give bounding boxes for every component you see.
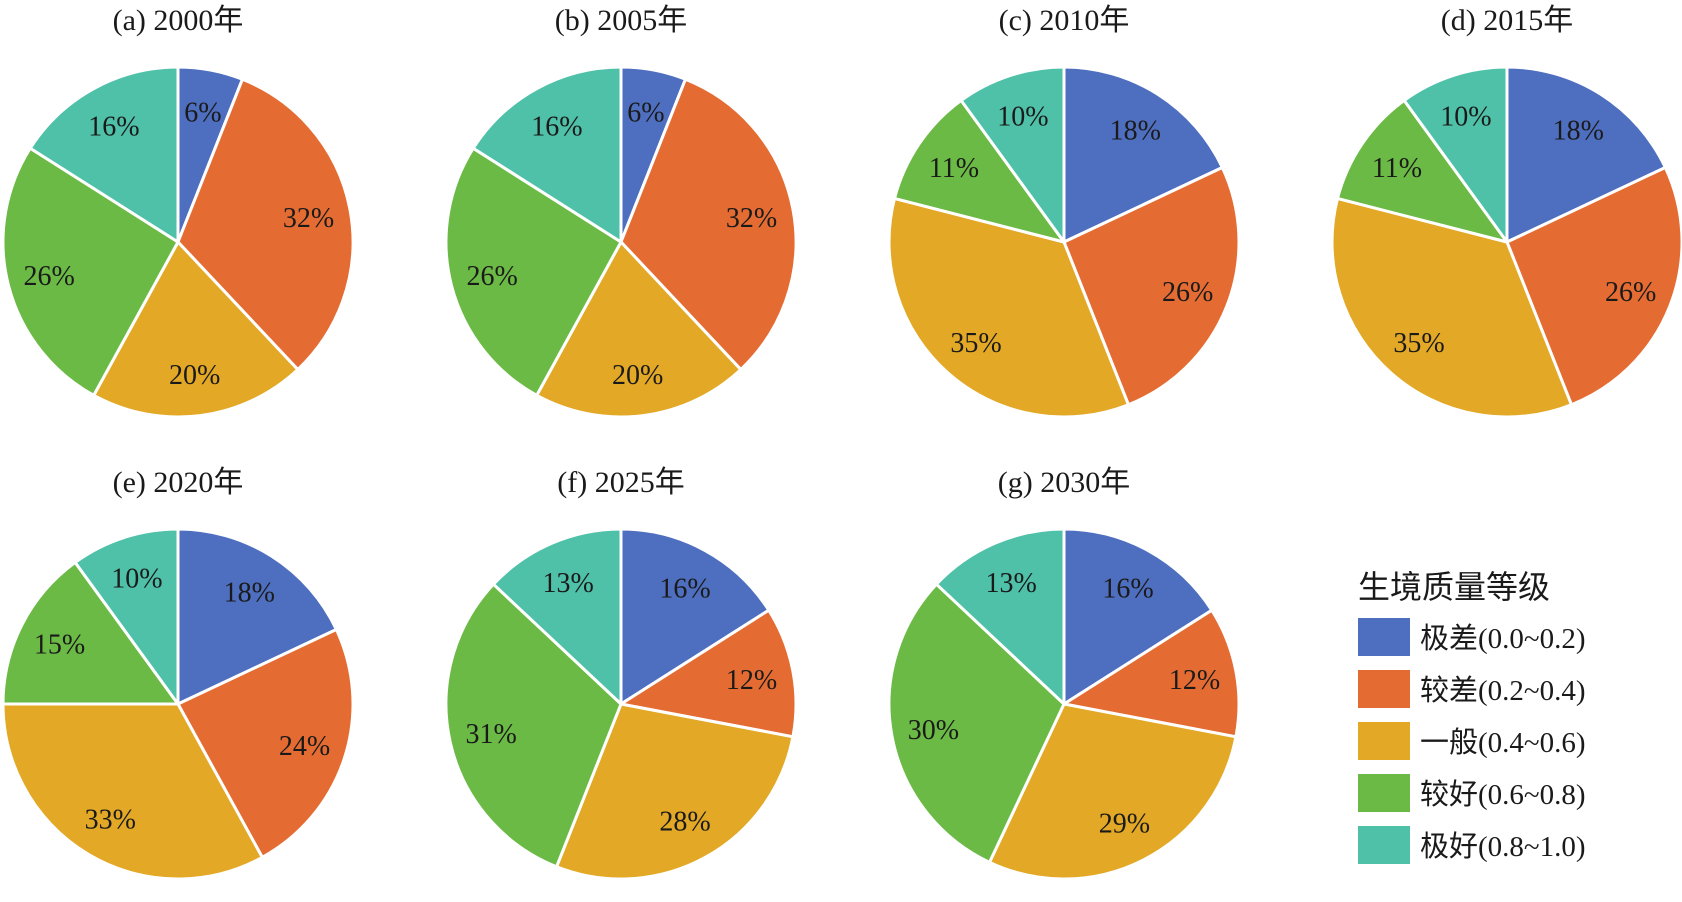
legend-item-label: 极差(0.0~0.2) (1420, 622, 1586, 655)
pie-slice (1062, 165, 1241, 407)
pie-slice (1505, 65, 1667, 244)
slice-percent-label: 31% (466, 719, 517, 750)
pie-slice (887, 582, 1066, 864)
pie-title: (a) 2000年 (113, 4, 244, 37)
pie-chart-7: (g) 2030年 16% 12% 29% 30% 13% (887, 466, 1241, 881)
slice-percent-label: 18% (1553, 116, 1604, 147)
pie-chart-2: (b) 2005年 6% 32% 20% 26% 16% (444, 4, 798, 419)
legend-item-label: 较好(0.6~0.8) (1420, 778, 1586, 811)
pie-chart-1: (a) 2000年 6% 32% 20% 26% 16% (1, 4, 355, 419)
slice-percent-label: 35% (1393, 328, 1444, 359)
slice-percent-label: 18% (1110, 116, 1161, 147)
slice-percent-label: 10% (111, 564, 162, 595)
slice-percent-label: 33% (85, 805, 136, 836)
pie-title: (d) 2015年 (1441, 4, 1573, 37)
pie-slice (1062, 608, 1241, 739)
slice-percent-label: 32% (283, 203, 334, 234)
pie-slice (1330, 196, 1573, 419)
pie-slice (555, 702, 795, 881)
legend-item-label: 一般(0.4~0.6) (1420, 726, 1586, 759)
pie-chart-3: (c) 2010年 18% 26% 35% 11% 10% (887, 4, 1241, 419)
pie-slice (535, 240, 743, 419)
pie-slice (619, 608, 798, 739)
pie-slice (1336, 98, 1509, 244)
pie-slice (92, 240, 300, 419)
pie-slice (444, 582, 623, 869)
pie-slice (1505, 165, 1682, 407)
legend-swatch (1358, 826, 1410, 864)
pie-slice (619, 527, 771, 706)
legend-swatch (1358, 774, 1410, 812)
slice-percent-label: 30% (908, 715, 959, 746)
slice-percent-label: 13% (543, 568, 594, 599)
slice-percent-label: 35% (950, 328, 1001, 359)
slice-percent-label: 10% (1440, 102, 1491, 133)
pie-slice (893, 98, 1066, 244)
pie-slice (1, 146, 180, 397)
pie-slice (987, 702, 1238, 881)
pie-slice (619, 77, 798, 372)
legend-swatch (1358, 722, 1410, 760)
legend-swatch (1358, 670, 1410, 708)
pie-slice (471, 65, 623, 244)
pie-slice (1, 560, 180, 706)
legend-item-label: 极好(0.8~1.0) (1420, 830, 1586, 863)
pie-slice (1402, 65, 1509, 244)
slice-percent-label: 16% (531, 112, 582, 143)
pie-title: (g) 2030年 (998, 466, 1130, 499)
slice-percent-label: 26% (1162, 277, 1213, 308)
pie-chart-4: (d) 2015年 18% 26% 35% 11% 10% (1330, 4, 1682, 419)
pie-slice (959, 65, 1066, 244)
pie-slice (176, 527, 338, 706)
pie-slice (444, 146, 623, 397)
slice-percent-label: 26% (467, 261, 518, 292)
pie-slice (1062, 527, 1214, 706)
slice-percent-label: 18% (224, 578, 275, 609)
slice-percent-label: 20% (612, 360, 663, 391)
pie-chart-5: (e) 2020年 18% 24% 33% 15% 10% (1, 466, 355, 881)
pie-slice (887, 196, 1130, 419)
pie-title: (f) 2025年 (557, 466, 684, 499)
slice-percent-label: 16% (1102, 574, 1153, 605)
slice-percent-label: 13% (986, 568, 1037, 599)
slice-percent-label: 24% (279, 731, 330, 762)
legend-item-label: 较差(0.2~0.4) (1420, 674, 1586, 707)
pie-chart-6: (f) 2025年 16% 12% 28% 31% 13% (444, 466, 798, 881)
legend-swatch (1358, 618, 1410, 656)
pie-slice (176, 77, 355, 372)
slice-percent-label: 6% (184, 97, 221, 128)
pie-title: (b) 2005年 (555, 4, 687, 37)
slice-percent-label: 10% (997, 102, 1048, 133)
pie-slice (28, 65, 180, 244)
pie-slice (176, 627, 355, 859)
slice-percent-label: 29% (1099, 809, 1150, 840)
slice-percent-label: 32% (726, 203, 777, 234)
slice-percent-label: 26% (24, 261, 75, 292)
slice-percent-label: 15% (34, 630, 85, 661)
slice-percent-label: 20% (169, 360, 220, 391)
slice-percent-label: 12% (726, 665, 777, 696)
pie-slice (73, 527, 180, 706)
pie-title: (e) 2020年 (113, 466, 244, 499)
slice-percent-label: 11% (1372, 153, 1422, 184)
slice-percent-label: 6% (627, 97, 664, 128)
slice-percent-label: 16% (88, 112, 139, 143)
slice-percent-label: 16% (659, 574, 710, 605)
pie-slice (1062, 65, 1224, 244)
slice-percent-label: 28% (659, 807, 710, 838)
slice-percent-label: 12% (1169, 665, 1220, 696)
slice-percent-label: 11% (929, 153, 979, 184)
pie-slice (491, 527, 623, 706)
pie-slice (1, 702, 264, 881)
pie-slice (934, 527, 1066, 706)
pie-title: (c) 2010年 (999, 4, 1130, 37)
slice-percent-label: 26% (1605, 277, 1656, 308)
legend-title: 生境质量等级 (1358, 569, 1550, 605)
